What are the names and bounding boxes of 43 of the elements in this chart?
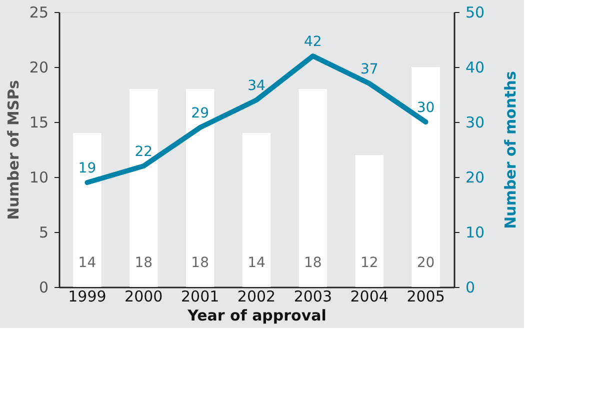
data-label: 14 — [78, 255, 96, 271]
y2-tick-label: 30 — [466, 114, 485, 132]
y-tick-label: 20 — [29, 58, 48, 76]
data-label: 12 — [360, 255, 378, 271]
data-label: 14 — [248, 255, 266, 271]
data-label: 19 — [78, 160, 96, 176]
y-tick-label: 15 — [29, 114, 48, 132]
bar — [186, 89, 214, 287]
x-tick-label: 2002 — [237, 288, 276, 306]
x-tick-label: 2001 — [180, 288, 220, 306]
bar — [130, 89, 158, 287]
x-tick-label: 1999 — [68, 288, 106, 306]
data-label: 18 — [191, 255, 209, 271]
x-tick-label: 2004 — [350, 288, 388, 306]
data-label: 22 — [134, 144, 153, 160]
data-label: 30 — [416, 100, 435, 116]
data-label: 18 — [304, 255, 322, 271]
data-label: 42 — [304, 34, 322, 50]
y2-tick-label: 20 — [466, 168, 485, 186]
x-tick-label: 2003 — [294, 288, 332, 306]
y2-tick-label: 40 — [466, 58, 485, 76]
x-tick-label: 2005 — [406, 288, 445, 306]
x-tick-label: 2000 — [124, 288, 163, 306]
y-tick-label: 0 — [38, 278, 48, 296]
data-label: 29 — [191, 106, 209, 122]
y2-axis-title: Number of months — [502, 71, 520, 229]
y-tick-label: 10 — [29, 168, 48, 186]
data-label: 37 — [360, 62, 378, 78]
data-label: 18 — [134, 255, 153, 271]
y-tick-label: 5 — [38, 224, 48, 242]
y2-tick-label: 50 — [466, 4, 485, 22]
y-tick-label: 25 — [29, 4, 48, 22]
x-axis-title: Year of approval — [186, 306, 326, 324]
bar — [298, 89, 328, 287]
bar — [355, 155, 384, 287]
bar — [412, 67, 440, 287]
y-axis-title: Number of MSPs — [4, 80, 22, 220]
bar — [242, 133, 271, 287]
y2-tick-label: 10 — [466, 224, 485, 242]
data-label: 20 — [416, 255, 435, 271]
data-label: 34 — [248, 78, 266, 94]
bar — [73, 133, 102, 287]
y2-tick-label: 0 — [466, 278, 476, 296]
